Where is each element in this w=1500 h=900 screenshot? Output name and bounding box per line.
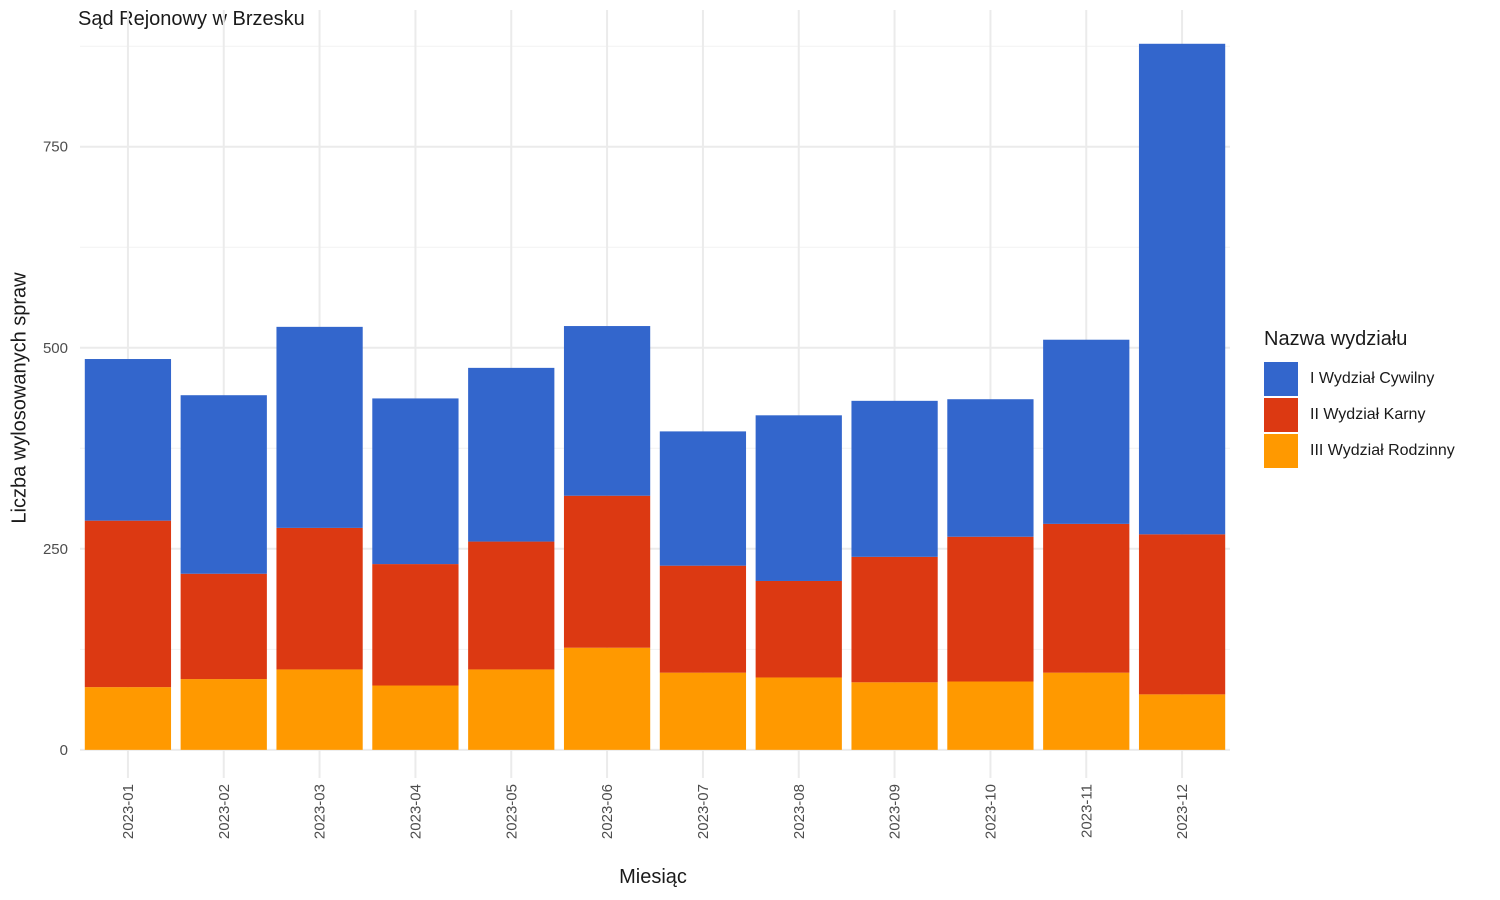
legend-item-cywilny: I Wydział Cywilny	[1264, 361, 1455, 397]
bar-segment	[947, 681, 1034, 750]
bar-segment	[1043, 339, 1130, 524]
y-tick-label: 500	[43, 340, 68, 357]
bar-segment	[1138, 534, 1226, 695]
x-tick-label: 2023-04	[407, 784, 424, 839]
legend-key-rodzinny	[1264, 434, 1298, 468]
bar-segment	[851, 556, 938, 683]
x-tick-label: 2023-01	[120, 784, 137, 839]
legend-key-cywilny	[1264, 362, 1298, 396]
x-tick-label: 2023-12	[1174, 784, 1191, 839]
bar-segment	[1138, 43, 1226, 535]
bar-segment	[84, 359, 172, 521]
x-tick-label: 2023-06	[599, 784, 616, 839]
x-tick-label: 2023-05	[503, 784, 520, 839]
legend-title: Nazwa wydziału	[1264, 328, 1408, 350]
x-tick-label: 2023-11	[1078, 784, 1095, 838]
bar-segment	[563, 647, 651, 750]
bar-segment	[372, 564, 459, 686]
bar-segment	[851, 682, 938, 750]
bar-segment	[468, 669, 555, 750]
legend-item-karny: II Wydział Karny	[1264, 397, 1455, 433]
chart-title: Sąd Rejonowy w Brzesku	[78, 8, 305, 30]
x-tick-label: 2023-07	[695, 784, 712, 839]
bar-segment	[1043, 672, 1130, 750]
x-tick-label: 2023-03	[312, 784, 329, 839]
bar-segment	[84, 520, 172, 688]
bar-segment	[851, 400, 938, 557]
y-axis-label: Liczba wylosowanych spraw	[8, 272, 31, 524]
x-tick-label: 2023-08	[791, 784, 808, 839]
bar-segment	[276, 527, 363, 670]
bar-segment	[659, 672, 747, 750]
bar-segment	[659, 431, 747, 566]
legend: Nazwa wydziału I Wydział Cywilny II Wydz…	[1264, 328, 1455, 469]
x-tick-label: 2023-10	[982, 784, 999, 839]
bar-segment	[372, 685, 459, 750]
bar-segment	[563, 326, 651, 496]
y-tick-label: 250	[43, 541, 68, 558]
bar-segment	[84, 687, 172, 750]
y-tick-label: 0	[60, 742, 68, 759]
bar-segment	[468, 367, 555, 542]
bar-segment	[755, 415, 842, 581]
bar-segment	[563, 495, 651, 648]
bar-segment	[659, 565, 747, 673]
legend-label-karny: II Wydział Karny	[1310, 406, 1426, 423]
bar-segment	[1138, 694, 1226, 750]
bar-segment	[468, 541, 555, 670]
x-axis-label: Miesiąc	[619, 866, 687, 888]
legend-key-karny	[1264, 398, 1298, 432]
bar-segment	[947, 536, 1034, 682]
bar-segment	[372, 398, 459, 565]
bar-segment	[755, 580, 842, 678]
bar-segment	[180, 679, 267, 750]
bar-segment	[276, 326, 363, 528]
legend-label-cywilny: I Wydział Cywilny	[1310, 370, 1435, 387]
bar-segment	[1043, 523, 1130, 673]
bar-segment	[276, 669, 363, 750]
x-tick-label: 2023-09	[887, 784, 904, 839]
legend-item-rodzinny: III Wydział Rodzinny	[1264, 433, 1455, 469]
bar-segment	[755, 677, 842, 750]
bar-segment	[947, 399, 1034, 537]
y-tick-label: 750	[43, 139, 68, 156]
bar-segment	[180, 395, 267, 574]
x-tick-label: 2023-02	[216, 784, 233, 839]
bar-segment	[180, 573, 267, 680]
legend-label-rodzinny: III Wydział Rodzinny	[1310, 442, 1455, 459]
